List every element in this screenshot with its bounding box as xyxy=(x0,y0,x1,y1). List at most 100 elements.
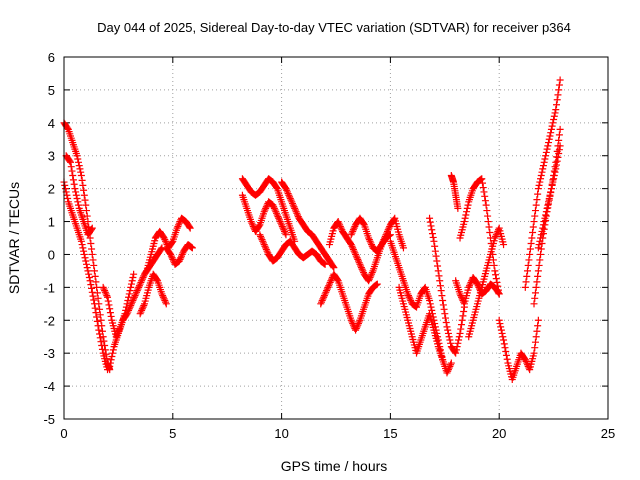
data-point xyxy=(175,219,183,227)
data-point xyxy=(498,329,506,337)
data-point xyxy=(74,198,82,206)
data-point xyxy=(444,366,452,374)
data-point xyxy=(552,165,560,173)
data-point xyxy=(437,287,445,295)
data-point xyxy=(538,168,546,176)
data-point xyxy=(96,305,104,313)
data-point xyxy=(100,285,108,293)
y-tick-label: -2 xyxy=(43,313,55,328)
data-point xyxy=(527,239,535,247)
data-point xyxy=(465,282,473,290)
data-point xyxy=(430,237,438,245)
data-point xyxy=(354,320,362,328)
data-point xyxy=(63,191,71,199)
data-point xyxy=(128,298,136,306)
data-point xyxy=(459,312,467,320)
data-point xyxy=(435,272,443,280)
data-point xyxy=(99,283,107,291)
data-point xyxy=(553,96,561,104)
data-point xyxy=(90,300,98,308)
data-point xyxy=(82,207,90,215)
data-point xyxy=(542,148,550,156)
data-point xyxy=(537,250,545,258)
data-point xyxy=(436,346,444,354)
series-seg6 xyxy=(136,270,170,318)
data-point xyxy=(431,242,439,250)
data-point xyxy=(188,244,196,252)
data-point xyxy=(460,298,468,306)
data-point xyxy=(67,158,75,166)
data-point xyxy=(178,252,186,260)
y-tick-label: -4 xyxy=(43,379,55,394)
data-point xyxy=(446,362,454,370)
data-point xyxy=(261,206,269,214)
data-point xyxy=(137,278,145,286)
data-point xyxy=(106,359,114,367)
data-point xyxy=(502,351,510,359)
data-point xyxy=(437,349,445,357)
data-point xyxy=(426,297,434,305)
data-point xyxy=(116,325,124,332)
data-point xyxy=(443,369,451,377)
data-point xyxy=(493,278,501,286)
data-point xyxy=(427,303,435,311)
data-point xyxy=(80,250,88,258)
data-point xyxy=(138,277,146,285)
data-point xyxy=(90,261,98,269)
data-point xyxy=(500,336,508,344)
data-point xyxy=(323,287,331,295)
data-point xyxy=(186,224,194,232)
data-point xyxy=(281,229,289,237)
data-point xyxy=(463,208,471,216)
data-point xyxy=(348,242,356,250)
data-point xyxy=(555,131,563,139)
data-point xyxy=(327,277,335,285)
data-point xyxy=(554,153,562,161)
data-point xyxy=(175,221,183,229)
data-point xyxy=(97,316,105,324)
data-point xyxy=(353,254,361,262)
data-point xyxy=(539,221,547,229)
data-point xyxy=(438,292,446,300)
data-point xyxy=(285,191,293,199)
data-point xyxy=(500,340,508,348)
data-point xyxy=(103,292,111,300)
data-point xyxy=(531,212,539,220)
data-point xyxy=(318,297,326,305)
data-point xyxy=(122,306,130,314)
data-point xyxy=(434,262,442,270)
x-tick-label: 0 xyxy=(60,426,67,441)
data-point xyxy=(98,345,106,353)
data-point xyxy=(280,226,288,234)
data-point xyxy=(101,288,109,296)
data-point xyxy=(531,289,539,297)
x-tick-label: 15 xyxy=(383,426,397,441)
data-point xyxy=(431,320,439,328)
data-point xyxy=(262,204,270,212)
data-point xyxy=(525,364,533,372)
data-point xyxy=(138,306,146,314)
data-point xyxy=(546,132,554,140)
data-point xyxy=(553,161,561,169)
data-point xyxy=(352,252,360,260)
data-point xyxy=(123,300,131,308)
data-point xyxy=(494,226,502,234)
data-point xyxy=(406,295,414,303)
data-point xyxy=(426,218,434,226)
data-point xyxy=(549,178,557,186)
data-point xyxy=(115,326,123,334)
data-point xyxy=(533,327,541,335)
y-tick-label: 3 xyxy=(48,149,55,164)
data-point xyxy=(524,261,532,269)
data-point xyxy=(531,344,539,352)
series-seg26 xyxy=(534,142,564,252)
data-point xyxy=(114,328,122,336)
data-point xyxy=(543,145,551,153)
series-seg10 xyxy=(238,191,290,239)
data-point xyxy=(444,326,452,334)
y-tick-label: 6 xyxy=(48,50,55,65)
data-point xyxy=(258,236,266,244)
data-point xyxy=(261,242,269,250)
data-point xyxy=(541,155,549,163)
data-point xyxy=(540,218,548,226)
